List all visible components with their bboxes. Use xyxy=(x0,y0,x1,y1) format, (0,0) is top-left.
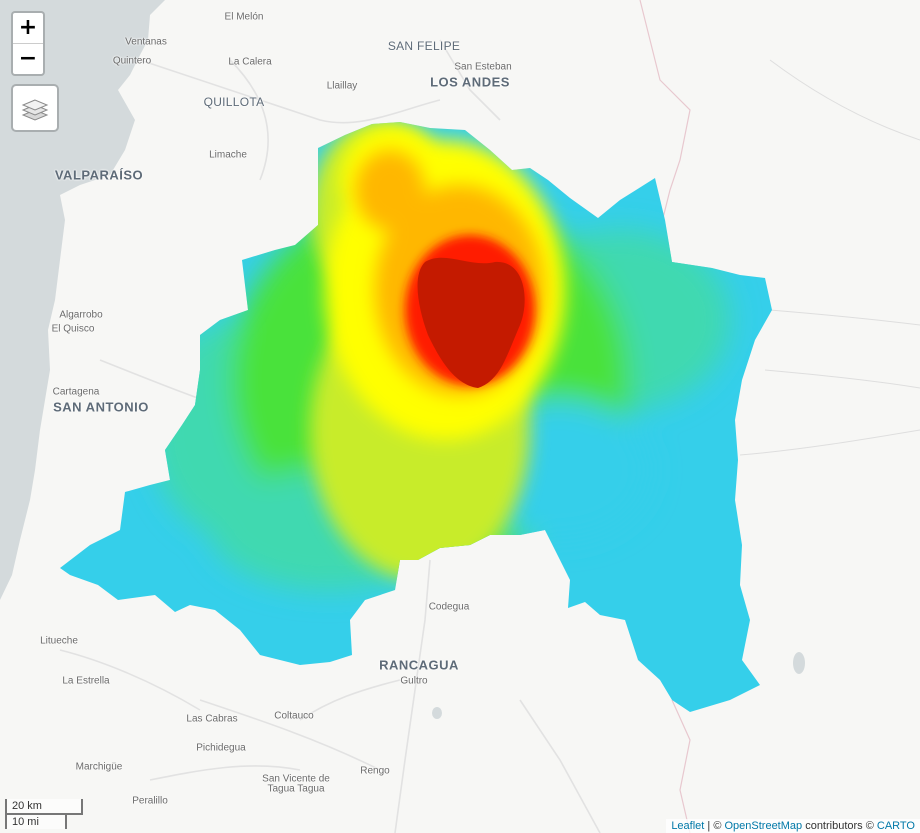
zoom-in-button[interactable]: + xyxy=(13,13,43,44)
scale-bar: 20 km 10 mi xyxy=(5,799,83,829)
layers-icon xyxy=(21,99,49,121)
place-label-san-felipe: SAN FELIPE xyxy=(387,39,461,53)
place-label-san-esteban: San Esteban xyxy=(454,61,512,73)
place-label-peralillo: Peralillo xyxy=(132,795,168,807)
attribution-contrib: contributors © xyxy=(802,820,877,832)
place-label-quintero: Quintero xyxy=(112,55,152,67)
heat-core xyxy=(417,257,525,388)
place-label-limache: Limache xyxy=(209,149,247,161)
leaflet-link[interactable]: Leaflet xyxy=(671,820,705,832)
attribution: Leaflet | © OpenStreetMap contributors ©… xyxy=(666,819,920,833)
place-label-la-calera: La Calera xyxy=(228,56,272,68)
place-label-gultro: Gultro xyxy=(400,675,428,687)
zoom-out-button[interactable]: − xyxy=(18,46,38,71)
place-label-el-melon: El Melón xyxy=(224,11,264,23)
place-label-codegua: Codegua xyxy=(428,601,470,613)
place-label-litueche: Litueche xyxy=(40,635,78,647)
place-label-pichidegua: Pichidegua xyxy=(196,742,246,754)
scale-mi: 10 mi xyxy=(5,813,67,829)
attribution-sep: | © xyxy=(704,820,725,832)
place-label-rengo: Rengo xyxy=(360,765,390,777)
place-label-la-estrella: La Estrella xyxy=(62,675,110,687)
place-label-llaillay: Llaillay xyxy=(326,80,358,92)
osm-link[interactable]: OpenStreetMap xyxy=(724,820,803,832)
place-label-quillota: QUILLOTA xyxy=(203,95,265,109)
place-label-coltauco: Coltauco xyxy=(274,710,314,722)
place-label-san-antonio: SAN ANTONIO xyxy=(53,399,149,415)
place-label-san-vicente-2: Tagua Tagua xyxy=(267,783,325,795)
place-label-san-vicente-1: San Vicente de xyxy=(262,773,330,785)
layers-button[interactable] xyxy=(11,84,59,132)
place-label-cartagena: Cartagena xyxy=(52,386,100,398)
place-label-valparaiso: VALPARAÍSO xyxy=(54,167,144,183)
zoom-control: + − xyxy=(11,11,45,76)
place-label-ventanas: Ventanas xyxy=(125,36,167,48)
place-label-algarrobo: Algarrobo xyxy=(59,309,103,321)
heat-orange-north xyxy=(355,150,425,230)
scale-km: 20 km xyxy=(5,799,83,815)
place-label-rancagua: RANCAGUA xyxy=(379,657,459,673)
place-label-las-cabras: Las Cabras xyxy=(186,713,238,725)
carto-link[interactable]: CARTO xyxy=(876,820,915,832)
place-label-los-andes: LOS ANDES xyxy=(430,74,510,90)
place-label-el-quisco: El Quisco xyxy=(51,323,95,335)
place-label-marchigue: Marchigüe xyxy=(75,761,123,773)
